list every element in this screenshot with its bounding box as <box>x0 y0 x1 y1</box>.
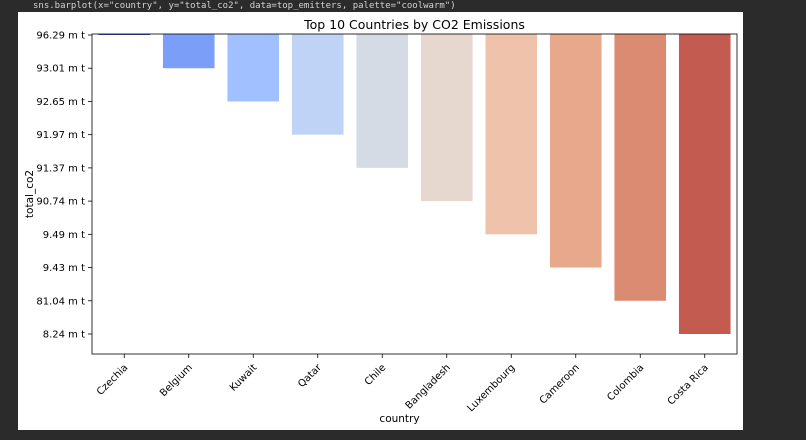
y-tick-label: 9.43 m t <box>43 263 85 274</box>
y-tick-label: 81.04 m t <box>36 296 85 307</box>
y-tick-label: 91.97 m t <box>36 130 85 141</box>
x-tick-label: Cameroon <box>538 362 582 406</box>
bar-chile <box>356 34 409 168</box>
bar-costa-rica <box>678 34 731 334</box>
plot-frame <box>91 33 738 355</box>
output-margin <box>743 12 806 430</box>
x-tick-label: Chile <box>363 362 388 387</box>
code-cell-source: sns.barplot(x="country", y="total_co2", … <box>33 1 456 11</box>
bar-cameroon <box>549 34 602 268</box>
x-tick-label: Costa Rica <box>666 362 711 407</box>
y-tick-label: 96.29 m t <box>36 31 85 42</box>
x-tick-label: Belgium <box>158 362 195 399</box>
y-tick-label: 91.37 m t <box>36 163 85 174</box>
y-axis-label: total_co2 <box>24 170 36 218</box>
y-tick-label: 92.65 m t <box>36 97 85 108</box>
y-tick-label: 93.01 m t <box>36 64 85 75</box>
y-tick-label: 8.24 m t <box>43 330 85 341</box>
bar-chart: Top 10 Countries by CO2 Emissions 96.29 m… <box>24 17 738 425</box>
bar-bangladesh <box>420 34 473 202</box>
bar-kuwait <box>227 34 280 102</box>
bar-luxembourg <box>485 34 538 235</box>
bar-belgium <box>162 34 215 69</box>
x-tick-label: Qatar <box>296 362 324 390</box>
x-tick-label: Colombia <box>605 362 646 403</box>
bar-czechia <box>98 34 151 35</box>
bar-colombia <box>614 34 667 301</box>
y-tick-label: 90.74 m t <box>36 197 85 208</box>
x-tick-label: Bangladesh <box>404 362 453 411</box>
x-tick-label: Luxembourg <box>466 362 518 414</box>
y-tick-label: 9.49 m t <box>43 230 85 241</box>
x-tick-label: Kuwait <box>228 362 259 393</box>
bar-qatar <box>291 34 344 135</box>
x-axis-label: country <box>379 413 419 425</box>
figure-canvas: Top 10 Countries by CO2 Emissions 96.29 m… <box>18 12 743 430</box>
x-tick-label: Czechia <box>95 362 130 397</box>
chart-title: Top 10 Countries by CO2 Emissions <box>303 17 525 32</box>
